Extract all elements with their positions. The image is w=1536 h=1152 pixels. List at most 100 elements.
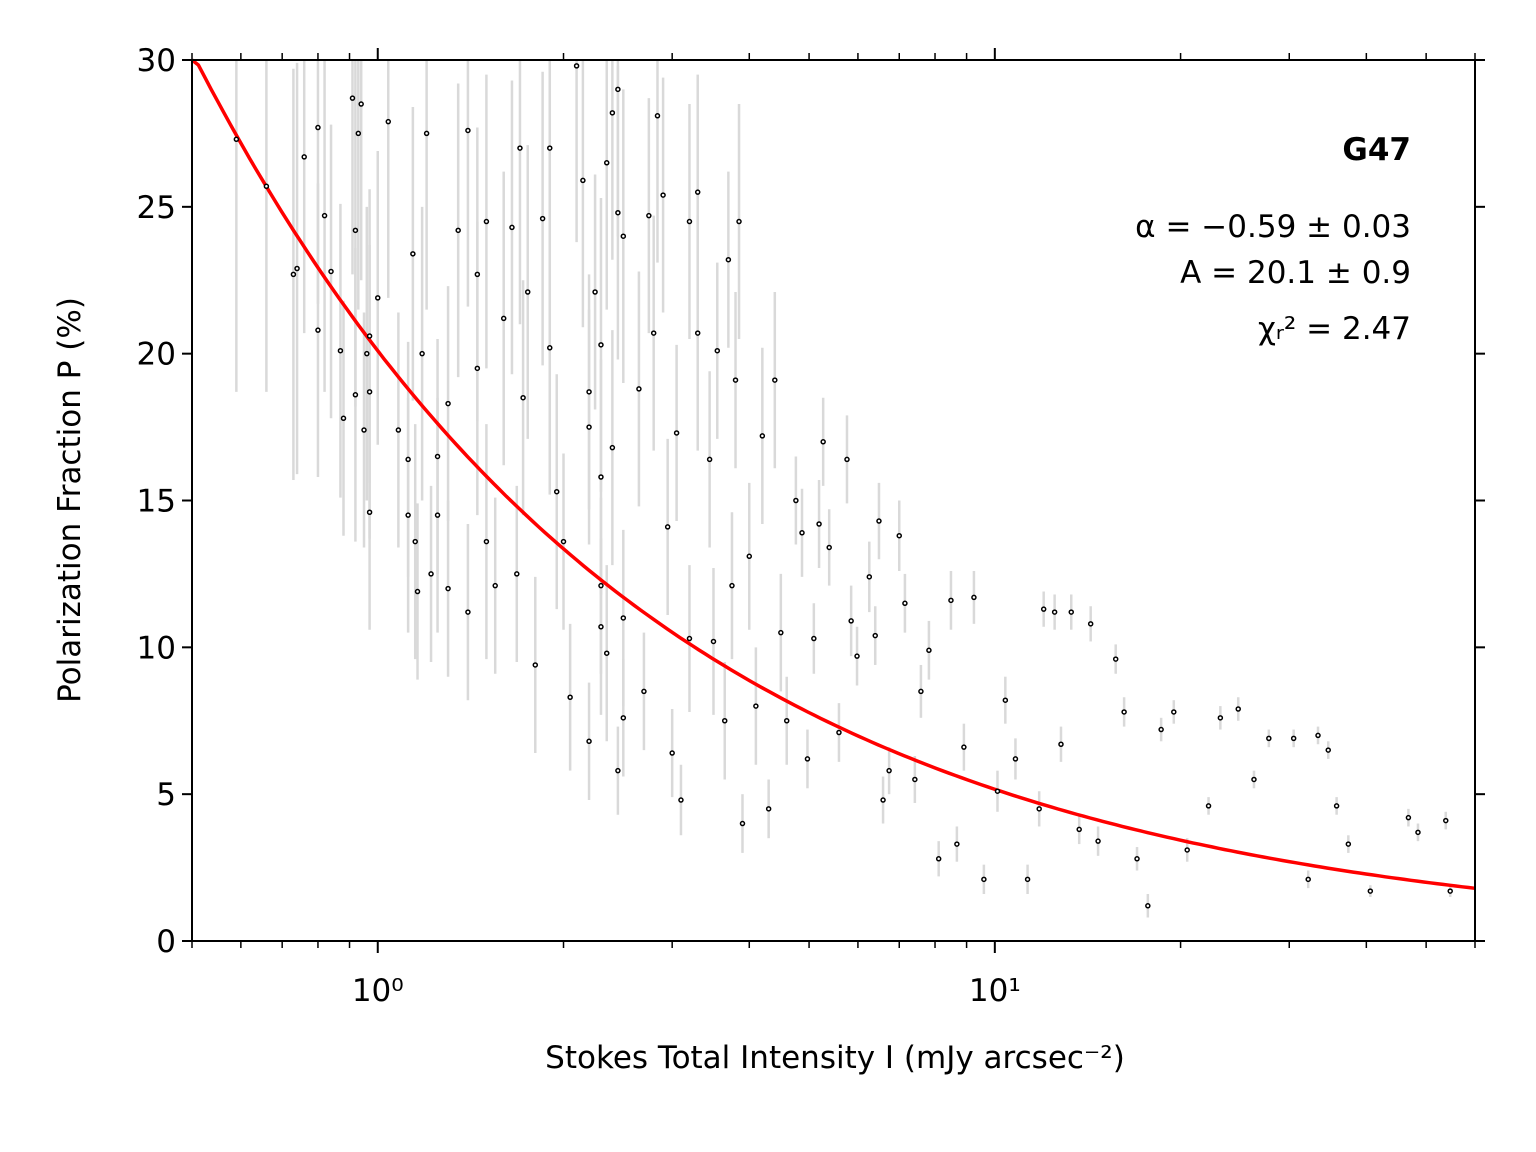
data-point: [1040, 606, 1047, 612]
data-point: [729, 582, 735, 589]
x-tick-label: 10⁰: [352, 973, 404, 1009]
data-point: [412, 538, 418, 545]
data-point: [1036, 806, 1042, 812]
y-tick-label: 30: [137, 43, 176, 79]
data-point: [736, 218, 742, 225]
data-point: [366, 333, 373, 339]
data-point: [352, 392, 359, 398]
data-point: [567, 694, 573, 701]
data-point: [263, 183, 270, 190]
data-point: [620, 615, 627, 621]
data-point: [918, 688, 924, 695]
data-point: [524, 289, 531, 295]
data-point: [1217, 715, 1224, 721]
y-tick-label: 0: [156, 924, 176, 960]
data-point: [816, 521, 822, 527]
data-point: [358, 101, 364, 107]
data-point: [337, 347, 344, 354]
data-point: [694, 330, 701, 336]
data-point: [902, 600, 908, 607]
data-point: [759, 433, 766, 439]
data-point: [598, 474, 604, 480]
data-point: [233, 136, 240, 143]
data-point: [301, 154, 307, 160]
data-point: [598, 342, 604, 348]
data-point: [598, 624, 604, 630]
data-point: [1184, 847, 1190, 853]
data-point: [500, 315, 507, 322]
data-point: [811, 635, 817, 642]
data-point: [994, 788, 1001, 794]
y-axis-label: Polarization Fraction P (%): [52, 297, 88, 703]
data-point: [532, 662, 539, 668]
data-point: [660, 192, 666, 198]
fit-curve: [190, 58, 1476, 891]
data-point: [772, 377, 778, 383]
x-tick-label: 10¹: [969, 973, 1021, 1009]
data-point: [1367, 888, 1374, 894]
data-point: [586, 424, 592, 430]
data-point: [355, 130, 362, 137]
data-point: [804, 756, 811, 762]
data-point: [1051, 609, 1058, 615]
data-point: [419, 350, 425, 357]
data-point: [1333, 803, 1340, 809]
data-point: [1205, 803, 1212, 809]
data-point: [848, 618, 854, 624]
data-point: [580, 177, 586, 184]
data-point: [954, 841, 960, 847]
data-point: [586, 738, 592, 745]
data-point: [1087, 621, 1094, 627]
data-point: [483, 538, 490, 545]
data-point: [636, 386, 642, 392]
data-point: [361, 427, 367, 433]
data-point: [1058, 741, 1064, 747]
data-point: [799, 530, 805, 536]
data-point: [352, 227, 359, 234]
plot-frame: [191, 59, 1476, 942]
data-point: [1266, 735, 1272, 742]
data-point: [609, 110, 616, 116]
data-point: [395, 427, 402, 433]
data-point: [294, 265, 300, 272]
data-point: [603, 650, 610, 656]
data-point: [615, 209, 621, 216]
data-point: [315, 327, 321, 333]
data-point: [349, 95, 356, 101]
data-point: [560, 538, 567, 545]
data-point: [620, 715, 627, 721]
data-point: [573, 63, 580, 69]
data-point: [1012, 756, 1019, 762]
data-point: [455, 227, 461, 234]
data-point: [553, 488, 560, 495]
data-point: [609, 444, 616, 451]
data-point: [872, 632, 878, 639]
data-point: [1076, 826, 1082, 833]
data-point: [765, 806, 772, 812]
data-point: [445, 585, 451, 592]
y-tick-label: 5: [156, 777, 176, 813]
data-point: [517, 145, 523, 151]
data-point: [315, 124, 321, 131]
data-point: [654, 113, 661, 119]
data-point: [673, 430, 680, 436]
data-point: [1415, 829, 1421, 836]
data-point: [836, 729, 842, 736]
data-point: [1002, 697, 1009, 703]
data-point: [1405, 814, 1412, 821]
data-point: [1443, 817, 1449, 824]
data-point: [866, 574, 873, 580]
data-point: [948, 597, 954, 604]
data-point: [912, 776, 918, 783]
data-point: [474, 271, 481, 278]
data-point: [615, 86, 621, 93]
data-point: [1325, 747, 1331, 753]
data-point: [694, 189, 701, 195]
data-point: [1315, 732, 1321, 739]
data-point: [434, 512, 441, 518]
data-point: [340, 415, 347, 422]
data-point: [678, 797, 684, 803]
y-tick-label: 20: [137, 337, 176, 373]
data-point: [509, 224, 515, 231]
data-point: [547, 345, 553, 351]
